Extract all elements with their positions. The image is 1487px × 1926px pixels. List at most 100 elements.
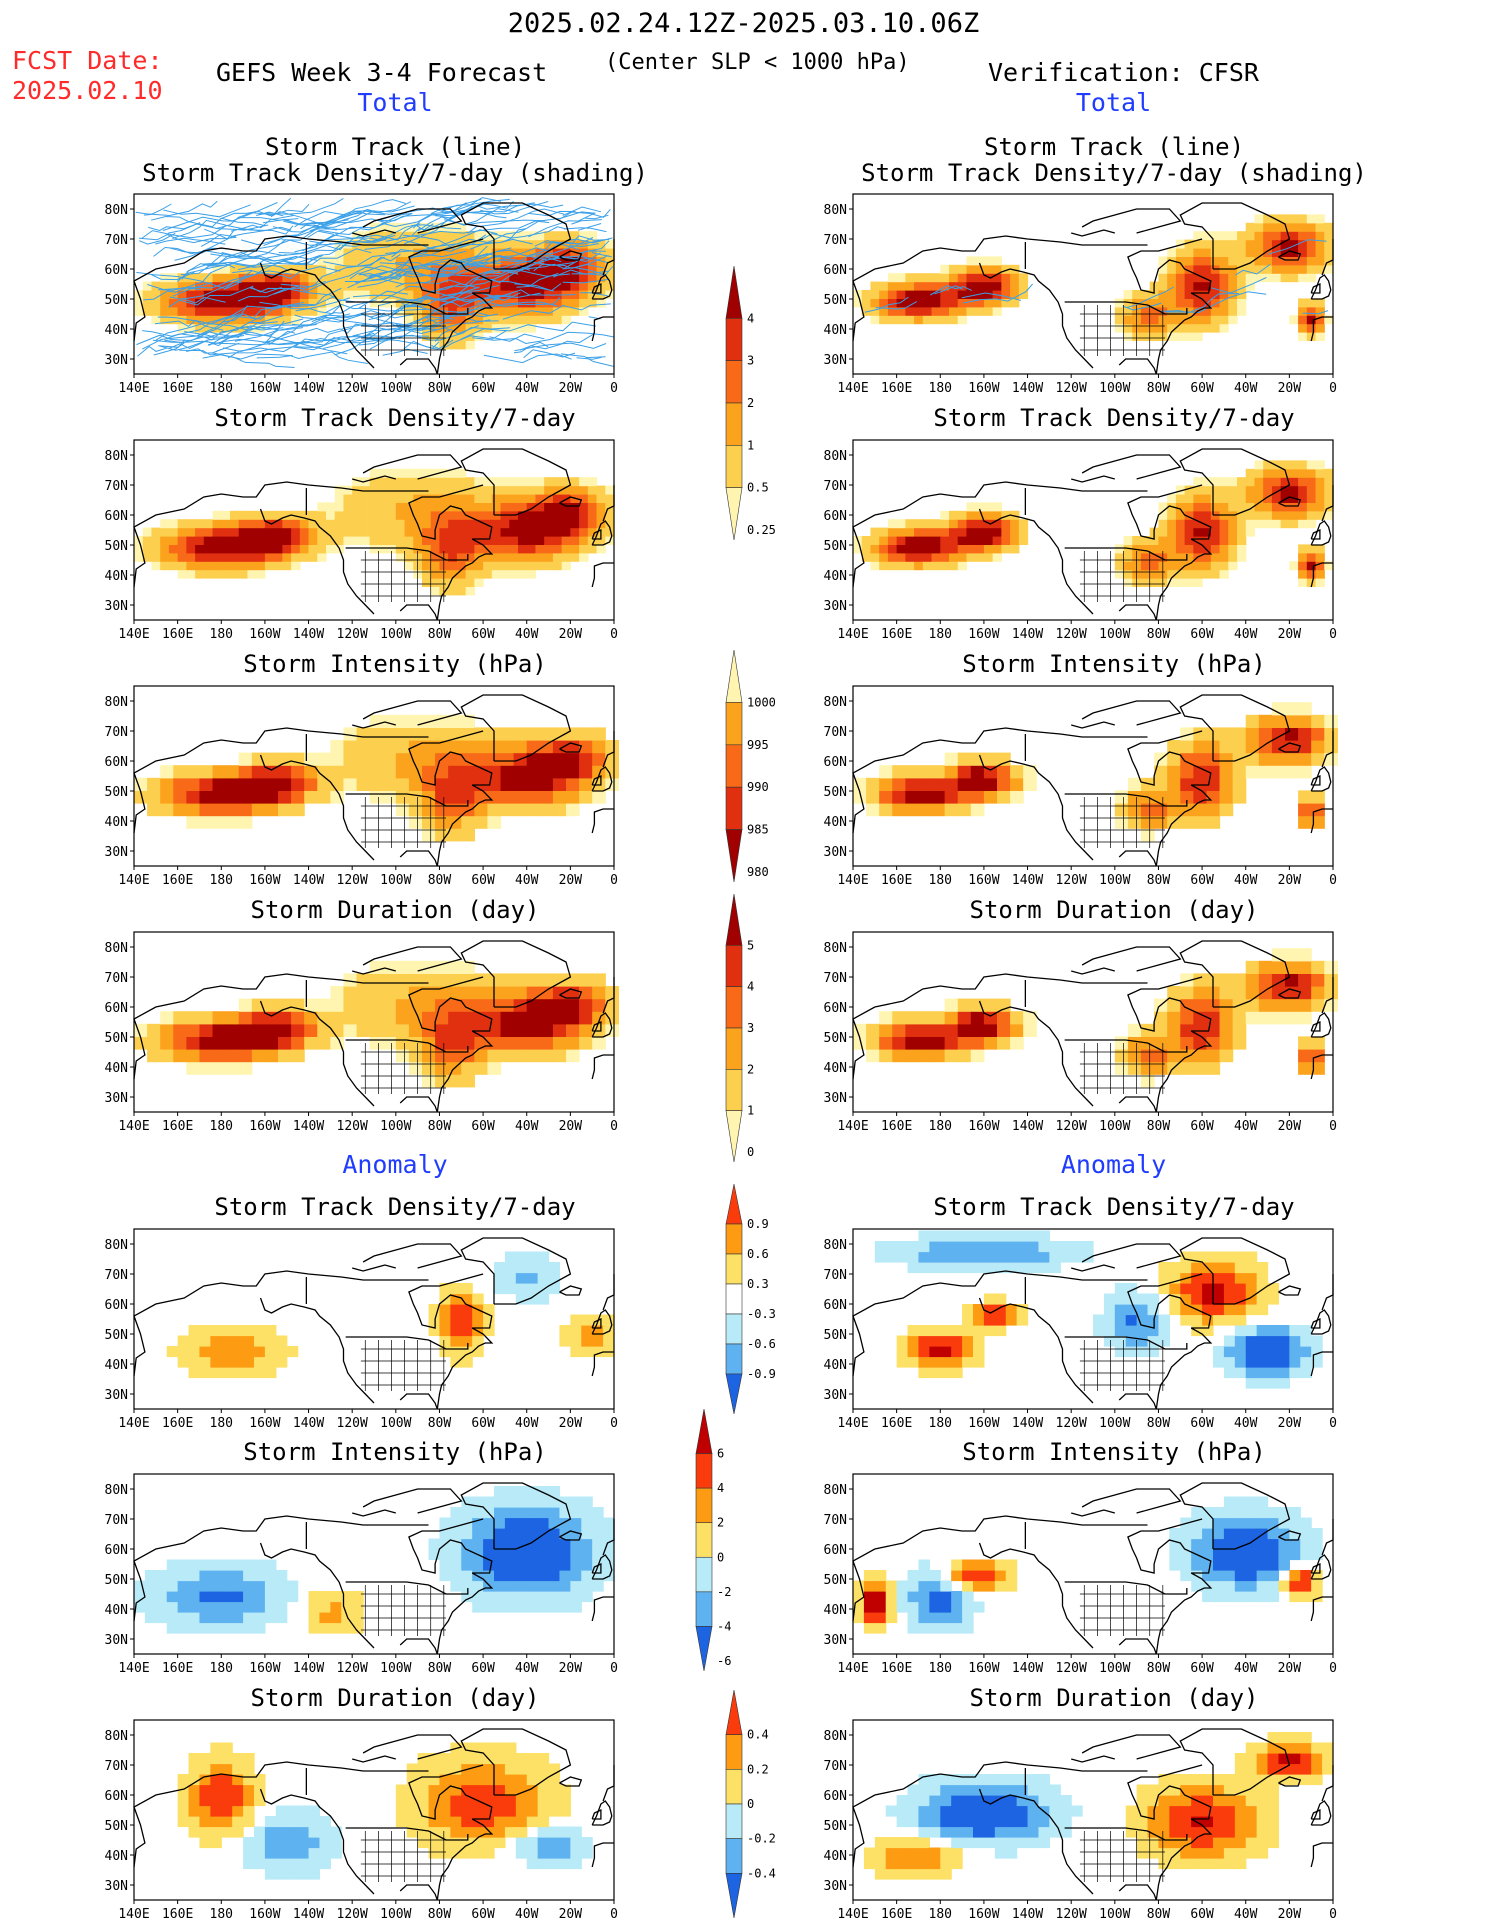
lon-tick-label: 140E bbox=[837, 1119, 868, 1134]
lon-tick-label: 160W bbox=[968, 1661, 999, 1676]
lat-tick-label: 80N bbox=[824, 1729, 847, 1744]
colorbar-tick-label: 2 bbox=[717, 1516, 724, 1530]
lon-tick-label: 160E bbox=[162, 627, 193, 642]
colorbar-tick-label: -0.9 bbox=[747, 1367, 776, 1381]
lon-tick-label: 40W bbox=[1234, 1119, 1258, 1134]
lon-tick-label: 120W bbox=[1056, 1119, 1087, 1134]
lon-tick-label: 180 bbox=[929, 1907, 952, 1922]
lon-tick-label: 180 bbox=[210, 627, 233, 642]
lat-tick-label: 50N bbox=[824, 1328, 847, 1343]
lon-tick-label: 180 bbox=[929, 1416, 952, 1431]
lon-tick-label: 140E bbox=[837, 1416, 868, 1431]
lon-tick-label: 60W bbox=[1190, 1119, 1214, 1134]
colorbar-tick-label: -4 bbox=[717, 1619, 731, 1633]
lon-tick-label: 100W bbox=[1099, 627, 1130, 642]
lon-tick-label: 160E bbox=[162, 381, 193, 396]
lon-tick-label: 120W bbox=[1056, 1416, 1087, 1431]
lon-tick-label: 160W bbox=[968, 1416, 999, 1431]
lat-tick-label: 80N bbox=[824, 941, 847, 956]
lon-tick-label: 140W bbox=[293, 627, 324, 642]
lon-tick-label: 100W bbox=[1099, 873, 1130, 888]
lat-tick-label: 30N bbox=[105, 353, 128, 368]
lon-tick-label: 100W bbox=[1099, 1416, 1130, 1431]
lat-tick-label: 70N bbox=[824, 479, 847, 494]
lat-tick-label: 60N bbox=[105, 1789, 128, 1804]
lon-tick-label: 120W bbox=[1056, 1907, 1087, 1922]
lon-tick-label: 160W bbox=[968, 1907, 999, 1922]
lon-tick-label: 0 bbox=[1329, 1907, 1337, 1922]
lon-tick-label: 0 bbox=[610, 1661, 618, 1676]
panel-title-density-anom-right: Storm Track Density/7-day bbox=[933, 1193, 1295, 1221]
lon-tick-label: 100W bbox=[380, 1119, 411, 1134]
lon-tick-label: 0 bbox=[610, 873, 618, 888]
lat-tick-label: 30N bbox=[824, 1879, 847, 1894]
lat-tick-label: 80N bbox=[824, 695, 847, 710]
panel-title-duration-right: Storm Duration (day) bbox=[969, 896, 1259, 924]
lat-tick-label: 40N bbox=[105, 569, 128, 584]
lon-tick-label: 100W bbox=[380, 627, 411, 642]
lon-tick-label: 20W bbox=[1278, 873, 1302, 888]
lat-tick-label: 80N bbox=[824, 203, 847, 218]
lon-tick-label: 40W bbox=[1234, 627, 1258, 642]
map-density-anomaly-verification: 80N 70N 60N 50N 40N 30N 140E 160E 180 160W 140W 120… bbox=[824, 1228, 1337, 1431]
lon-tick-label: 180 bbox=[210, 1119, 233, 1134]
map-duration-forecast: 80N 70N 60N 50N 40N 30N 140E 160E 180 160W 140W 120… bbox=[105, 931, 619, 1134]
colorbar-tick-label: 0.25 bbox=[747, 523, 776, 537]
lon-tick-label: 40W bbox=[515, 873, 539, 888]
panel-title-density-left: Storm Track Density/7-day bbox=[214, 404, 576, 432]
lon-tick-label: 60W bbox=[1190, 1661, 1214, 1676]
lon-tick-label: 160W bbox=[968, 627, 999, 642]
lon-tick-label: 160E bbox=[881, 1907, 912, 1922]
lon-tick-label: 120W bbox=[1056, 381, 1087, 396]
lon-tick-label: 120W bbox=[1056, 873, 1087, 888]
lat-tick-label: 50N bbox=[105, 785, 128, 800]
lon-tick-label: 160E bbox=[162, 1416, 193, 1431]
map-density-forecast: 80N 70N 60N 50N 40N 30N 140E 160E 180 160W 140W 120… bbox=[105, 439, 618, 642]
lat-tick-label: 60N bbox=[105, 1298, 128, 1313]
lon-tick-label: 0 bbox=[1329, 1119, 1337, 1134]
lon-tick-label: 120W bbox=[337, 873, 368, 888]
lat-tick-label: 60N bbox=[824, 1001, 847, 1016]
lat-tick-label: 30N bbox=[105, 1091, 128, 1106]
lon-tick-label: 0 bbox=[610, 1907, 618, 1922]
lon-tick-label: 60W bbox=[471, 873, 495, 888]
lat-tick-label: 60N bbox=[824, 1298, 847, 1313]
lat-tick-label: 70N bbox=[824, 1513, 847, 1528]
lon-tick-label: 140E bbox=[118, 381, 149, 396]
lat-tick-label: 70N bbox=[105, 1268, 128, 1283]
lon-tick-label: 160E bbox=[162, 873, 193, 888]
lon-tick-label: 60W bbox=[471, 381, 495, 396]
colorbar-tick-label: 990 bbox=[747, 780, 769, 794]
lon-tick-label: 160E bbox=[881, 1661, 912, 1676]
lat-tick-label: 40N bbox=[824, 1603, 847, 1618]
lat-tick-label: 30N bbox=[824, 1633, 847, 1648]
panel-title-duration-anom-right: Storm Duration (day) bbox=[969, 1684, 1259, 1712]
lon-tick-label: 140W bbox=[293, 1661, 324, 1676]
lon-tick-label: 20W bbox=[559, 381, 583, 396]
lon-tick-label: 40W bbox=[1234, 1907, 1258, 1922]
map-intensity-anomaly-verification: 80N 70N 60N 50N 40N 30N 140E 160E 180 160W 140W 120… bbox=[824, 1473, 1337, 1676]
lon-tick-label: 160W bbox=[249, 873, 280, 888]
lon-tick-label: 120W bbox=[337, 381, 368, 396]
lon-tick-label: 160E bbox=[881, 627, 912, 642]
lon-tick-label: 140E bbox=[118, 1907, 149, 1922]
lon-tick-label: 20W bbox=[1278, 627, 1302, 642]
lat-tick-label: 60N bbox=[824, 1543, 847, 1558]
colorbar-tick-label: 2 bbox=[747, 396, 754, 410]
lat-tick-label: 40N bbox=[105, 1061, 128, 1076]
lat-tick-label: 50N bbox=[824, 1031, 847, 1046]
map-intensity-anomaly-forecast: 80N 70N 60N 50N 40N 30N 140E 160E 180 160W 140W 120… bbox=[105, 1473, 618, 1676]
lat-tick-label: 50N bbox=[105, 539, 128, 554]
lon-tick-label: 20W bbox=[559, 1661, 583, 1676]
lat-tick-label: 70N bbox=[824, 1759, 847, 1774]
panel-title-intensity-left: Storm Intensity (hPa) bbox=[243, 650, 547, 678]
lon-tick-label: 140E bbox=[837, 381, 868, 396]
lon-tick-label: 120W bbox=[337, 627, 368, 642]
lon-tick-label: 100W bbox=[380, 873, 411, 888]
lon-tick-label: 80W bbox=[428, 873, 452, 888]
lon-tick-label: 0 bbox=[1329, 1661, 1337, 1676]
lon-tick-label: 100W bbox=[1099, 1661, 1130, 1676]
lon-tick-label: 160W bbox=[968, 873, 999, 888]
lon-tick-label: 0 bbox=[1329, 627, 1337, 642]
colorbar-tick-label: 1 bbox=[747, 1104, 754, 1118]
